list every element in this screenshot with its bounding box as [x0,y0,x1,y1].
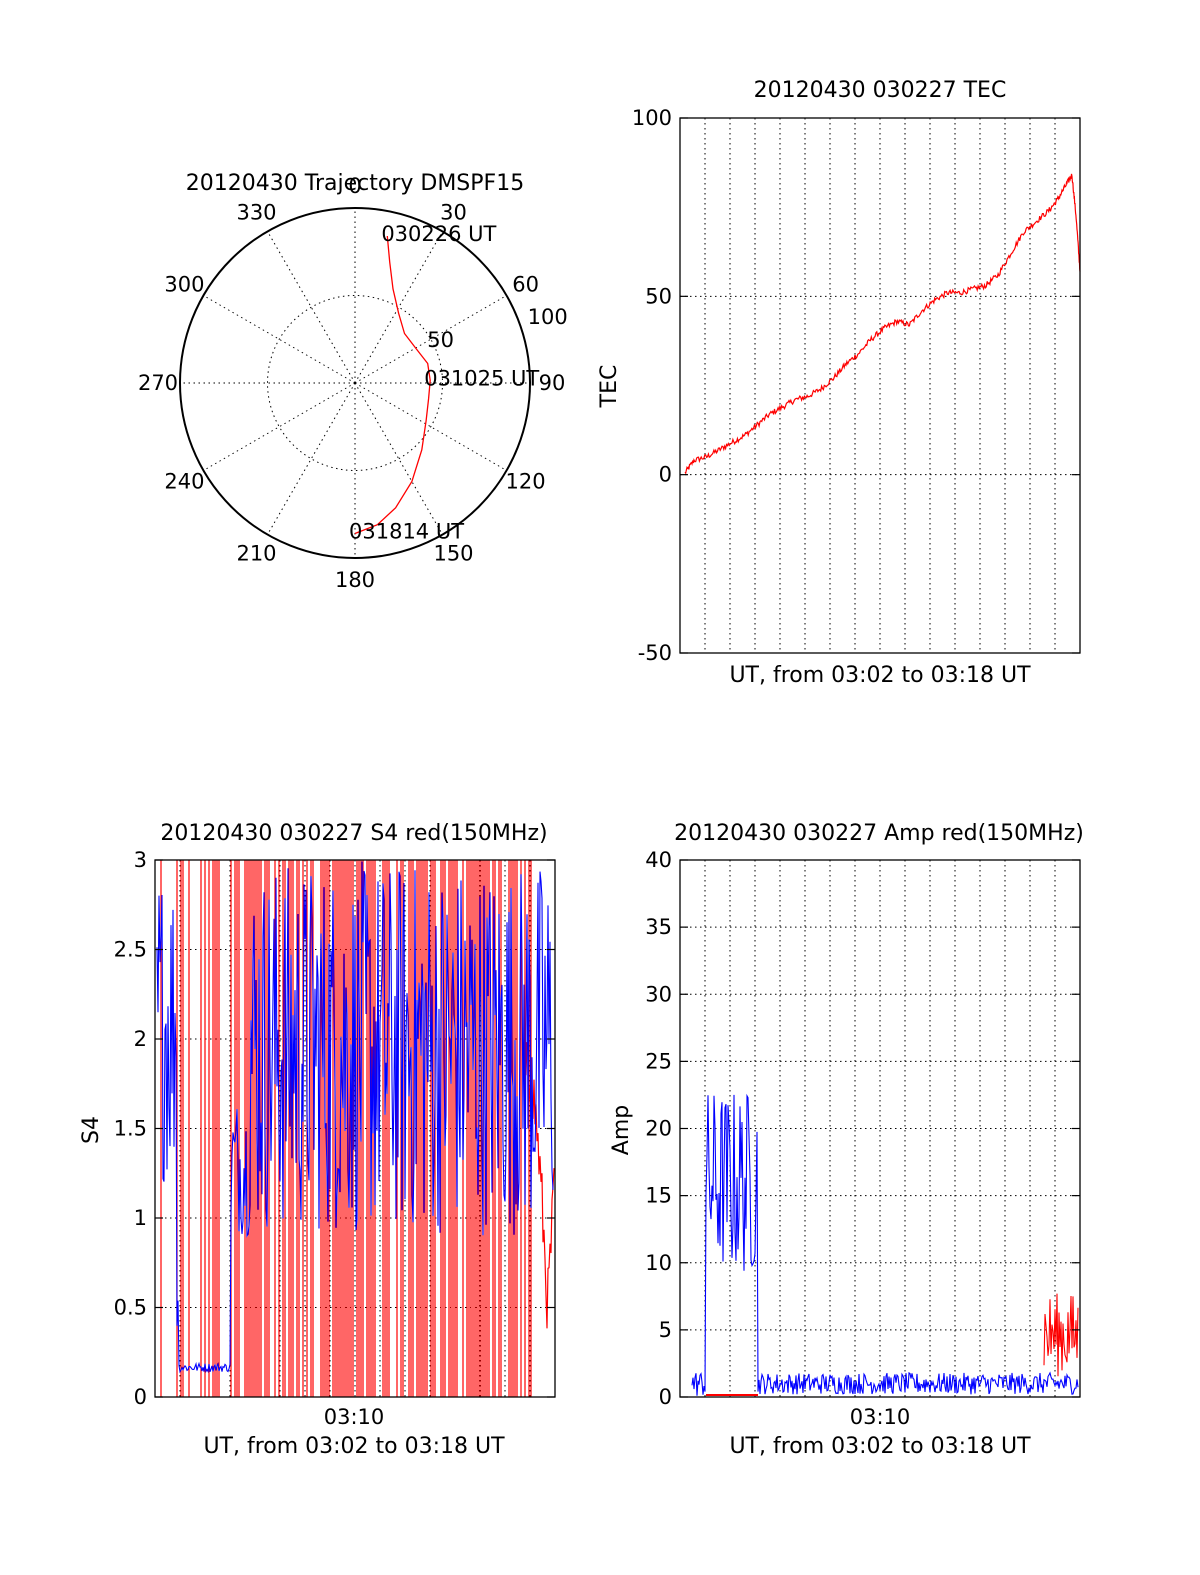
s4-yticks: 0 0.5 1 1.5 2 2.5 3 [114,848,555,1409]
trajectory-time-label: 031025 UT [424,366,539,390]
ytick-label: 3 [134,848,147,872]
polar-azimuth-label: 210 [236,542,276,566]
polar-azimuth-label: 90 [539,371,566,395]
tec-title: 20120430 030227 TEC [754,78,1007,103]
polar-spoke [354,295,507,384]
ytick-label: 35 [645,915,672,939]
polar-grid [179,207,531,559]
polar-spoke [354,382,443,535]
polar-azimuth-label: 330 [236,200,276,224]
s4-ylabel: S4 [79,1116,104,1144]
polar-azimuth-label: 0 [348,174,361,198]
amp-grid [680,860,1080,1397]
tec-grid [680,118,1080,653]
polar-radius-label: 50 [427,328,454,352]
polar-spoke [354,231,443,384]
ytick-label: 15 [645,1184,672,1208]
ytick-label: 20 [645,1117,672,1141]
polar-azimuth-label: 180 [335,568,375,592]
tec-line [684,173,1081,475]
amp-title: 20120430 030227 Amp red(150MHz) [674,821,1084,846]
ytick-label: 0.5 [114,1296,147,1320]
tec-xlabel: UT, from 03:02 to 03:18 UT [729,663,1031,688]
s4-xtick-label: 03:10 [324,1405,385,1429]
amp-series [691,1093,1079,1396]
ytick-label: 2.5 [114,938,147,962]
s4-title: 20120430 030227 S4 red(150MHz) [160,821,547,846]
s4-panel: 20120430 030227 S4 red(150MHz) 0 0.5 1 1.5 2… [79,821,556,1459]
trajectory-series [354,235,431,535]
trajectory-panel: 20120430 Trajectory DMSPF15 0 30 60 90 120 15… [138,171,568,592]
ytick-label: 25 [645,1049,672,1073]
polar-spoke [203,295,356,384]
trajectory-line [354,235,431,535]
s4-blue-line [156,861,554,1374]
ytick-label: 0 [659,463,672,487]
amp-panel: 20120430 030227 Amp red(150MHz) 0 5 10 15 20… [609,821,1084,1459]
amp-blue-line [691,1093,1079,1396]
ytick-label: 1.5 [114,1117,147,1141]
trajectory-time-label: 030226 UT [381,222,496,246]
s4-xlabel: UT, from 03:02 to 03:18 UT [203,1434,505,1459]
polar-azimuth-label: 150 [433,542,473,566]
ytick-label: 50 [645,284,672,308]
tec-series [684,173,1081,475]
polar-azimuth-label: 240 [164,470,204,494]
tec-ylabel: TEC [597,365,622,409]
polar-spoke [267,382,356,535]
polar-azimuth-label: 60 [512,273,539,297]
tec-frame [679,117,1081,654]
ytick-label: 2 [134,1027,147,1051]
ytick-label: 0 [659,1385,672,1409]
amp-red-burst [1043,1293,1079,1377]
ytick-label: 100 [632,106,672,130]
amp-ylabel: Amp [609,1105,634,1155]
ytick-label: 5 [659,1318,672,1342]
ytick-label: 30 [645,982,672,1006]
polar-spoke [203,382,356,471]
polar-azimuth-label: 30 [440,200,467,224]
trajectory-title: 20120430 Trajectory DMSPF15 [186,171,524,196]
ytick-label: 10 [645,1251,672,1275]
ytick-label: 1 [134,1206,147,1230]
amp-xtick-label: 03:10 [850,1405,911,1429]
s4-red-tail [524,1042,555,1329]
polar-azimuth-label: 270 [138,371,178,395]
polar-radius-label: 100 [528,305,568,329]
ytick-label: 0 [134,1385,147,1409]
polar-spoke [267,231,356,384]
amp-xlabel: UT, from 03:02 to 03:18 UT [729,1434,1031,1459]
polar-azimuth-label: 300 [164,273,204,297]
polar-outer-circle [179,207,531,559]
polar-labels: 0 30 60 90 120 150 180 210 240 270 300 330 50 100 [138,174,568,592]
polar-spoke [354,382,507,471]
polar-azimuth-label: 120 [506,470,546,494]
trajectory-annotations: 030226 UT 031025 UT 031814 UT [349,222,539,543]
ytick-label: 40 [645,848,672,872]
amp-yticks: 0 5 10 15 20 25 30 35 40 [645,848,1080,1409]
tec-panel: 20120430 030227 TEC 100 50 0 -50 UT, from 0… [597,78,1081,688]
ytick-label: -50 [638,641,672,665]
tec-yticks: 100 50 0 -50 [632,106,1080,665]
polar-grid-circle [267,295,443,471]
trajectory-time-label: 031814 UT [349,520,464,544]
